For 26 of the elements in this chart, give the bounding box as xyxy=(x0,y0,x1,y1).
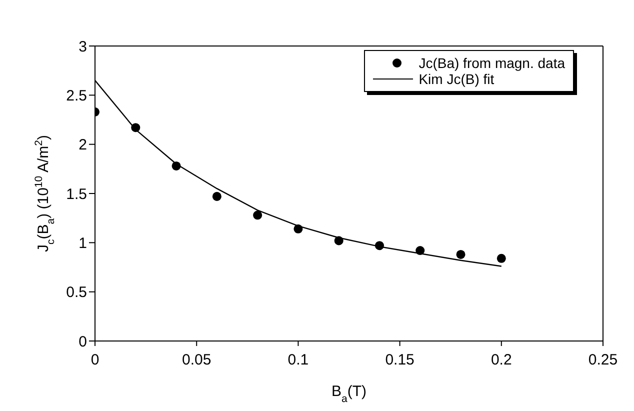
x-tick-label: 0.25 xyxy=(588,352,618,369)
y-tick-label: 0 xyxy=(78,333,87,350)
legend-label: Kim Jc(B) fit xyxy=(418,71,494,87)
point xyxy=(374,241,384,250)
point xyxy=(456,250,466,259)
point xyxy=(294,224,303,234)
point xyxy=(253,210,262,220)
point xyxy=(496,254,506,263)
y-tick-label: 2 xyxy=(78,136,87,154)
point xyxy=(334,236,344,246)
y-tick-label: 2.5 xyxy=(66,87,87,104)
point xyxy=(212,192,222,201)
x-axis-title: B$_{a}$(T) xyxy=(331,383,367,405)
x-tick-label: 0.15 xyxy=(385,352,414,369)
legend-label: Jc(Ba) from magn. data xyxy=(418,55,565,71)
y-tick-label: 0.5 xyxy=(66,284,87,302)
point xyxy=(172,161,181,170)
y-tick-label: 3 xyxy=(78,38,87,56)
point xyxy=(131,123,140,132)
x-tick-label: 0.1 xyxy=(288,352,309,369)
x-tick-label: 0.2 xyxy=(490,352,512,369)
point xyxy=(416,246,425,256)
y-tick-label: 1 xyxy=(78,234,87,252)
x-tick-label: 0.05 xyxy=(182,352,212,369)
y-tick-label: 1.5 xyxy=(66,186,87,203)
x-tick-label: 0 xyxy=(90,352,100,369)
